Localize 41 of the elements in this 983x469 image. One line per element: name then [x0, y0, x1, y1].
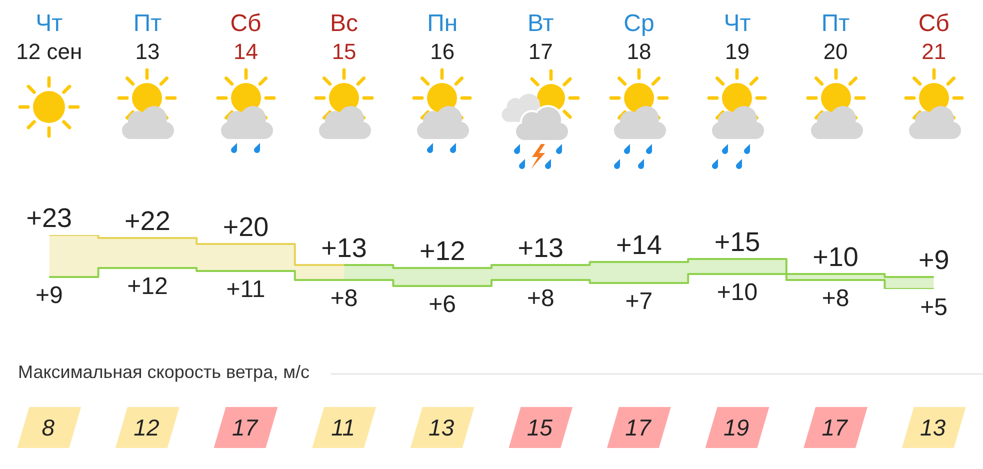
x-tick-label: Вс 15 [330, 10, 358, 64]
data-label: +10 [716, 279, 758, 306]
data-label: 15 [526, 414, 553, 440]
data-label: 13 [428, 414, 454, 440]
data-label: +23 [26, 203, 72, 233]
data-label: +13 [321, 233, 367, 263]
x-tick-label: Пт 13 [133, 10, 162, 64]
x-tick-label: Сб 14 [230, 10, 262, 64]
data-label: +12 [419, 236, 466, 266]
data-label: +8 [822, 285, 850, 312]
data-label: 19 [723, 414, 750, 440]
text: Максимальная скорость ветра, м/с [18, 362, 310, 382]
data-label: 8 [42, 414, 55, 440]
data-label: +22 [124, 206, 170, 236]
x-tick-label: Чт 12 сен [16, 10, 82, 64]
data-label: +10 [812, 242, 858, 272]
data-label: 17 [822, 414, 849, 440]
data-label: +9 [35, 282, 63, 309]
data-label: 17 [232, 414, 259, 440]
data-label: +5 [920, 294, 948, 321]
data-label: +6 [428, 291, 456, 318]
data-label: +7 [625, 288, 653, 315]
data-label: +11 [226, 276, 266, 303]
data-label: +8 [526, 285, 554, 312]
data-label: +13 [518, 233, 564, 263]
x-tick-label: Ср 18 [624, 10, 654, 64]
x-tick-label: Пт 20 [821, 10, 850, 64]
x-tick-label: Чт 19 [724, 10, 751, 64]
data-label: +8 [330, 285, 358, 312]
x-tick-label: Вт 17 [528, 10, 554, 64]
data-label: +9 [918, 245, 950, 275]
data-label: 12 [134, 414, 160, 440]
data-label: +20 [222, 212, 269, 242]
data-label: +14 [616, 230, 662, 260]
x-tick-label: Сб 21 [918, 10, 950, 64]
data-label: 13 [920, 414, 946, 440]
data-label: 17 [625, 414, 652, 440]
data-label: +15 [714, 227, 760, 257]
data-label: +12 [127, 273, 168, 300]
x-tick-label: Пн 16 [427, 10, 458, 64]
data-label: 11 [331, 414, 355, 440]
